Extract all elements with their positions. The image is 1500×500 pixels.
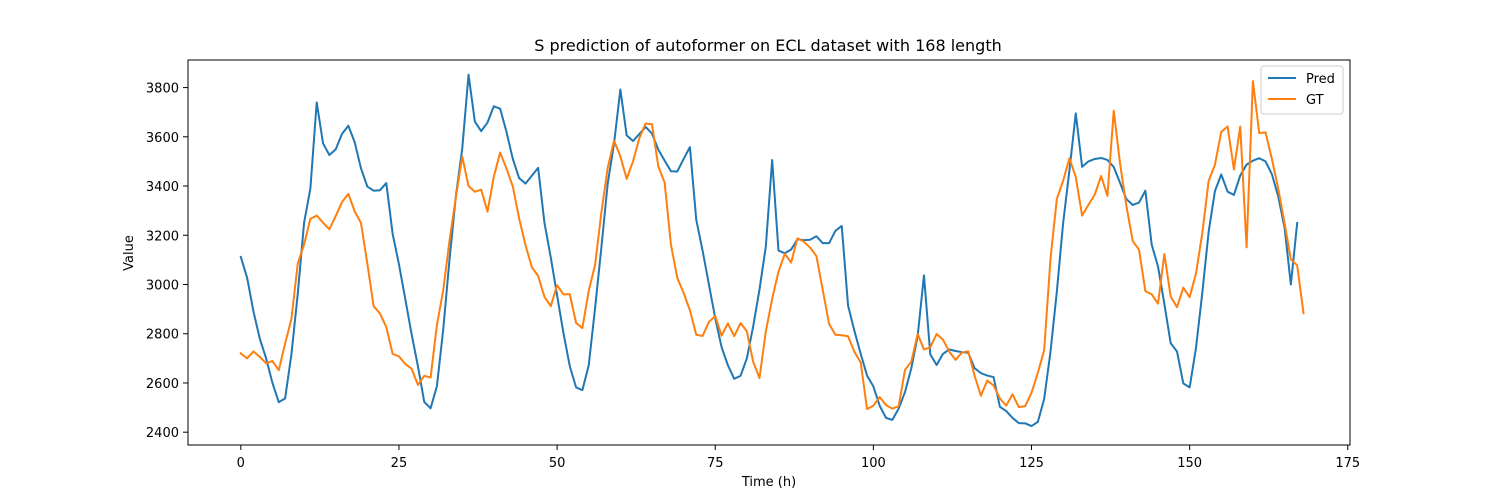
plot-frame: [187, 59, 1351, 446]
x-tick-label: 175: [1335, 456, 1360, 471]
y-tick-label: 3600: [146, 131, 179, 146]
y-axis: 2400 2600 2800 3000 3200 3400 3600 3800: [146, 82, 188, 441]
x-tick-label: 50: [549, 456, 566, 471]
series-line-gt: [239, 80, 1305, 411]
y-tick-label: 2800: [146, 328, 179, 343]
y-tick-label: 2600: [146, 377, 179, 392]
x-tick-label: 75: [707, 456, 724, 471]
legend: Pred GT: [1260, 65, 1344, 115]
legend-label-gt: GT: [1306, 93, 1324, 108]
x-tick-label: 0: [237, 456, 245, 471]
y-tick-label: 3400: [146, 180, 179, 195]
x-axis: 0 25 50 75 100 125 150 175: [237, 445, 1360, 471]
x-axis-label: Time (h): [741, 475, 796, 490]
x-tick-label: 100: [861, 456, 886, 471]
y-tick-label: 2400: [146, 426, 179, 441]
y-tick-label: 3200: [146, 229, 179, 244]
y-tick-label: 3000: [146, 279, 179, 294]
x-tick-label: 150: [1177, 456, 1202, 471]
y-axis-label: Value: [122, 235, 137, 271]
y-tick-label: 3800: [146, 82, 179, 97]
legend-label-pred: Pred: [1306, 72, 1335, 87]
x-tick-label: 125: [1019, 456, 1044, 471]
series-line-pred: [239, 73, 1299, 428]
chart-title: S prediction of autoformer on ECL datase…: [534, 36, 1001, 55]
series-layer: [239, 73, 1305, 428]
x-tick-label: 25: [391, 456, 408, 471]
